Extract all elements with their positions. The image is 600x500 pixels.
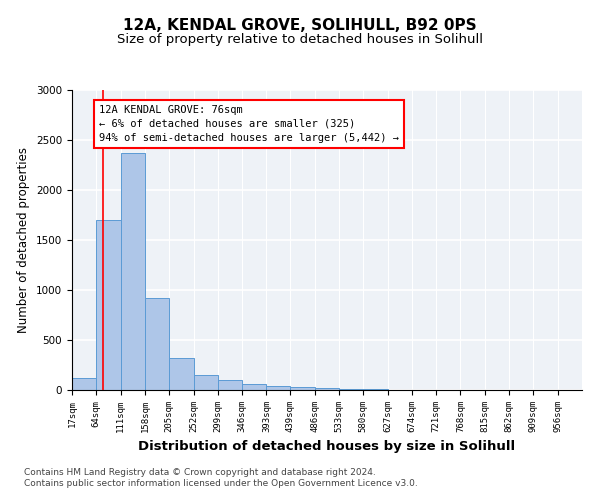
Bar: [314, 388, 339, 390]
Bar: [97, 220, 121, 390]
Bar: [242, 384, 266, 390]
Bar: [290, 387, 314, 390]
Bar: [339, 388, 363, 390]
Bar: [266, 386, 290, 390]
Text: Size of property relative to detached houses in Solihull: Size of property relative to detached ho…: [117, 32, 483, 46]
Bar: [169, 358, 194, 390]
Text: 12A KENDAL GROVE: 76sqm
← 6% of detached houses are smaller (325)
94% of semi-de: 12A KENDAL GROVE: 76sqm ← 6% of detached…: [99, 105, 399, 143]
Bar: [194, 374, 218, 390]
X-axis label: Distribution of detached houses by size in Solihull: Distribution of detached houses by size …: [139, 440, 515, 454]
Bar: [72, 378, 97, 390]
Bar: [218, 380, 242, 390]
Bar: [363, 389, 388, 390]
Text: Contains HM Land Registry data © Crown copyright and database right 2024.
Contai: Contains HM Land Registry data © Crown c…: [24, 468, 418, 487]
Bar: [145, 298, 169, 390]
Bar: [121, 152, 145, 390]
Y-axis label: Number of detached properties: Number of detached properties: [17, 147, 31, 333]
Text: 12A, KENDAL GROVE, SOLIHULL, B92 0PS: 12A, KENDAL GROVE, SOLIHULL, B92 0PS: [123, 18, 477, 32]
